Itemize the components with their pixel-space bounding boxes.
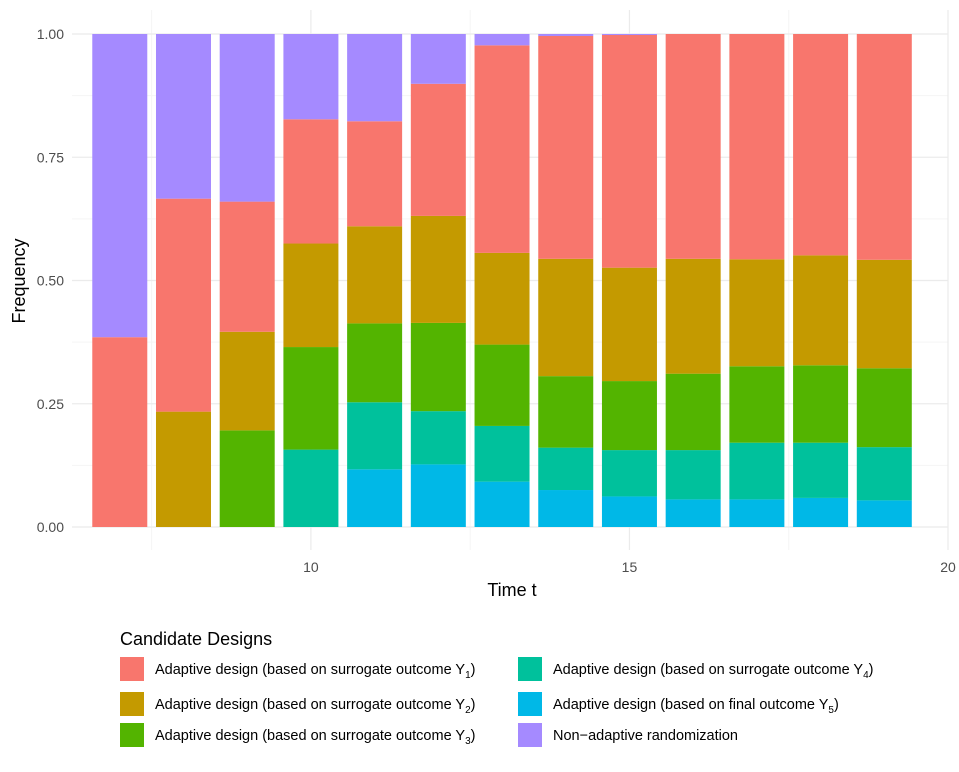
y-tick-label: 0.50 — [37, 273, 64, 289]
bar-layer — [92, 34, 912, 527]
legend-key — [518, 657, 542, 681]
bar-segment-t16-s3 — [665, 258, 721, 374]
bar-segment-t15-s1 — [601, 450, 657, 497]
bar-segment-t12-s4 — [410, 83, 466, 216]
bar-segment-t12-s5 — [410, 34, 466, 84]
bar-segment-t19-s2 — [856, 368, 912, 448]
bar-segment-t17-s3 — [729, 259, 785, 367]
bar-segment-t8-s5 — [155, 34, 211, 199]
bar-segment-t18-s3 — [793, 255, 849, 366]
y-tick-label: 0.25 — [37, 396, 64, 412]
bar-segment-t14-s1 — [538, 447, 594, 491]
bar-segment-t14-s3 — [538, 258, 594, 377]
bar-segment-t17-s4 — [729, 34, 785, 260]
bar-segment-t9-s3 — [219, 331, 275, 431]
bar-segment-t11-s3 — [347, 226, 403, 324]
bar-segment-t16-s4 — [665, 34, 721, 259]
bar-segment-t10-s1 — [283, 449, 339, 527]
bar-segment-t13-s0 — [474, 481, 530, 527]
bar-segment-t12-s2 — [410, 322, 466, 412]
bar-segment-t9-s4 — [219, 201, 275, 332]
bar-segment-t14-s4 — [538, 35, 594, 259]
bar-segment-t8-s3 — [155, 411, 211, 527]
bar-segment-t15-s0 — [601, 496, 657, 527]
bar-segment-t19-s0 — [856, 500, 912, 527]
bar-segment-t15-s4 — [601, 34, 657, 268]
x-tick-label: 10 — [303, 559, 319, 575]
y-tick-label: 0.75 — [37, 149, 64, 165]
bar-segment-t7-s4 — [92, 337, 148, 527]
bar-segment-t18-s2 — [793, 365, 849, 443]
bar-segment-t16-s2 — [665, 373, 721, 451]
bar-segment-t17-s2 — [729, 366, 785, 443]
bar-segment-t8-s4 — [155, 198, 211, 412]
bar-segment-t14-s2 — [538, 376, 594, 448]
x-tick-label: 15 — [622, 559, 638, 575]
bar-segment-t13-s1 — [474, 425, 530, 482]
y-axis-title: Frequency — [9, 238, 29, 323]
legend-label: Adaptive design (based on surrogate outc… — [155, 662, 475, 681]
bar-segment-t11-s5 — [347, 34, 403, 122]
bar-segment-t14-s5 — [538, 34, 594, 36]
legend-label: Non−adaptive randomization — [553, 728, 738, 744]
legend-label: Adaptive design (based on surrogate outc… — [553, 662, 873, 681]
x-axis-title: Time t — [487, 580, 536, 600]
bar-segment-t18-s4 — [793, 34, 849, 256]
legend: Candidate Designs Adaptive design (based… — [120, 629, 873, 747]
legend-label: Adaptive design (based on final outcome … — [553, 697, 839, 716]
bar-segment-t9-s5 — [219, 34, 275, 202]
bar-segment-t14-s0 — [538, 490, 594, 527]
bar-segment-t15-s5 — [601, 34, 657, 35]
bar-segment-t15-s2 — [601, 381, 657, 451]
bar-segment-t15-s3 — [601, 267, 657, 382]
bar-segment-t16-s1 — [665, 450, 721, 500]
legend-key — [120, 657, 144, 681]
bar-segment-t10-s3 — [283, 243, 339, 348]
legend-title: Candidate Designs — [120, 629, 272, 649]
bar-segment-t11-s2 — [347, 323, 403, 403]
bar-segment-t18-s0 — [793, 497, 849, 527]
bar-segment-t13-s4 — [474, 45, 530, 253]
legend-key — [518, 692, 542, 716]
bar-segment-t19-s3 — [856, 259, 912, 369]
y-tick-label: 0.00 — [37, 519, 64, 535]
bar-segment-t10-s2 — [283, 347, 339, 450]
legend-label: Adaptive design (based on surrogate outc… — [155, 697, 475, 716]
bar-segment-t11-s0 — [347, 469, 403, 527]
bar-segment-t12-s3 — [410, 215, 466, 323]
bar-segment-t11-s1 — [347, 402, 403, 470]
bar-segment-t9-s2 — [219, 430, 275, 527]
bar-segment-t10-s4 — [283, 119, 339, 244]
bar-segment-t19-s1 — [856, 447, 912, 501]
bar-segment-t12-s1 — [410, 411, 466, 465]
bar-segment-t17-s1 — [729, 442, 785, 500]
legend-key — [120, 692, 144, 716]
bar-segment-t17-s0 — [729, 499, 785, 527]
bar-segment-t12-s0 — [410, 464, 466, 527]
bar-segment-t11-s4 — [347, 121, 403, 227]
legend-label: Adaptive design (based on surrogate outc… — [155, 728, 475, 747]
bar-segment-t7-s5 — [92, 34, 148, 338]
axis-layer: 0.00 0.25 0.50 0.75 1.00 10 15 20 — [37, 26, 956, 575]
bar-segment-t10-s5 — [283, 34, 339, 120]
x-tick-label: 20 — [940, 559, 956, 575]
y-tick-label: 1.00 — [37, 26, 64, 42]
bar-segment-t18-s1 — [793, 442, 849, 498]
bar-segment-t19-s4 — [856, 34, 912, 260]
bar-segment-t13-s2 — [474, 344, 530, 426]
legend-key — [518, 723, 542, 747]
legend-key — [120, 723, 144, 747]
bar-segment-t13-s5 — [474, 34, 530, 46]
bar-segment-t16-s0 — [665, 499, 721, 527]
bar-segment-t13-s3 — [474, 252, 530, 345]
